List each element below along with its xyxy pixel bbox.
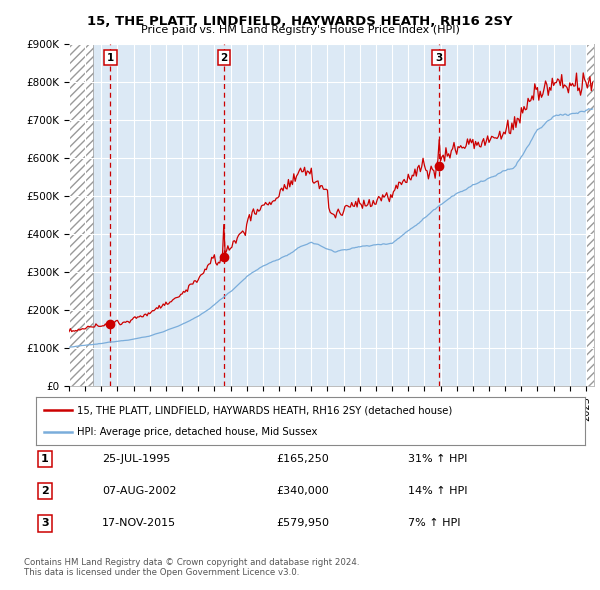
Text: 31% ↑ HPI: 31% ↑ HPI [408,454,467,464]
Text: 3: 3 [41,519,49,528]
Text: 15, THE PLATT, LINDFIELD, HAYWARDS HEATH, RH16 2SY: 15, THE PLATT, LINDFIELD, HAYWARDS HEATH… [87,15,513,28]
Text: 1: 1 [41,454,49,464]
Text: 2: 2 [220,53,228,63]
Text: HPI: Average price, detached house, Mid Sussex: HPI: Average price, detached house, Mid … [77,427,317,437]
Text: Contains HM Land Registry data © Crown copyright and database right 2024.
This d: Contains HM Land Registry data © Crown c… [24,558,359,577]
Text: 14% ↑ HPI: 14% ↑ HPI [408,486,467,496]
Text: 3: 3 [435,53,442,63]
Text: 15, THE PLATT, LINDFIELD, HAYWARDS HEATH, RH16 2SY (detached house): 15, THE PLATT, LINDFIELD, HAYWARDS HEATH… [77,405,452,415]
Text: 07-AUG-2002: 07-AUG-2002 [102,486,176,496]
Bar [586,44,596,386]
Text: £340,000: £340,000 [276,486,329,496]
Text: Price paid vs. HM Land Registry's House Price Index (HPI): Price paid vs. HM Land Registry's House … [140,25,460,35]
Text: 7% ↑ HPI: 7% ↑ HPI [408,519,461,528]
Bar [69,44,93,386]
Text: 2: 2 [41,486,49,496]
Text: 1: 1 [107,53,114,63]
Text: 25-JUL-1995: 25-JUL-1995 [102,454,170,464]
Text: 17-NOV-2015: 17-NOV-2015 [102,519,176,528]
Text: £579,950: £579,950 [276,519,329,528]
Text: £165,250: £165,250 [276,454,329,464]
